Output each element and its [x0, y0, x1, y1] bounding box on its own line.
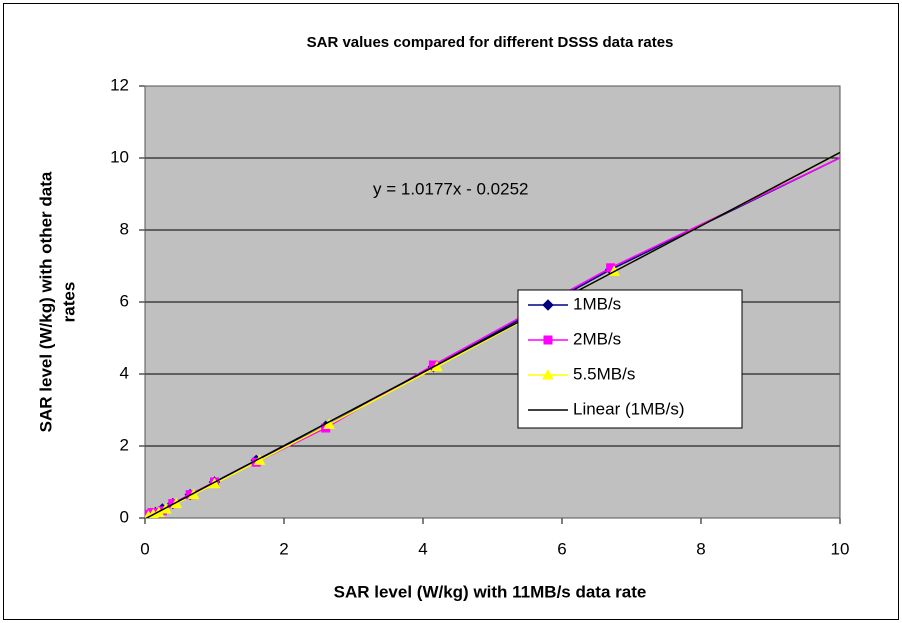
y-tick-label: 8	[120, 219, 129, 238]
plot-border	[144, 85, 841, 519]
legend-marker	[542, 299, 554, 311]
legend-label: 2MB/s	[573, 329, 621, 348]
legend-label: 1MB/s	[573, 294, 621, 313]
x-tick-label: 0	[140, 539, 149, 558]
y-tick-label: 0	[120, 507, 129, 526]
trendline	[145, 151, 840, 518]
trendline-label: y = 1.0177x - 0.0252	[373, 179, 528, 198]
x-tick-label: 10	[831, 539, 850, 558]
legend-marker	[542, 368, 554, 380]
y-tick-label: 12	[110, 75, 129, 94]
y-tick-label: 6	[120, 291, 129, 310]
legend	[517, 289, 743, 429]
y-tick-label: 10	[110, 147, 129, 166]
y-tick-label: 4	[120, 363, 129, 382]
x-tick-label: 6	[557, 539, 566, 558]
y-axis-label: rates	[59, 282, 78, 323]
y-axis-label: SAR level (W/kg) with other data	[36, 171, 55, 432]
plot-content	[145, 151, 840, 518]
x-axis-label: SAR level (W/kg) with 11MB/s data rate	[334, 582, 647, 601]
legend-label: 5.5MB/s	[573, 364, 635, 383]
y-tick-label: 2	[120, 435, 129, 454]
x-tick-label: 4	[418, 539, 427, 558]
x-tick-label: 8	[696, 539, 705, 558]
x-tick-label: 2	[279, 539, 288, 558]
chart-title: SAR values compared for different DSSS d…	[307, 34, 674, 51]
legend-label: Linear (1MB/s)	[573, 399, 684, 418]
legend-marker	[543, 335, 553, 345]
